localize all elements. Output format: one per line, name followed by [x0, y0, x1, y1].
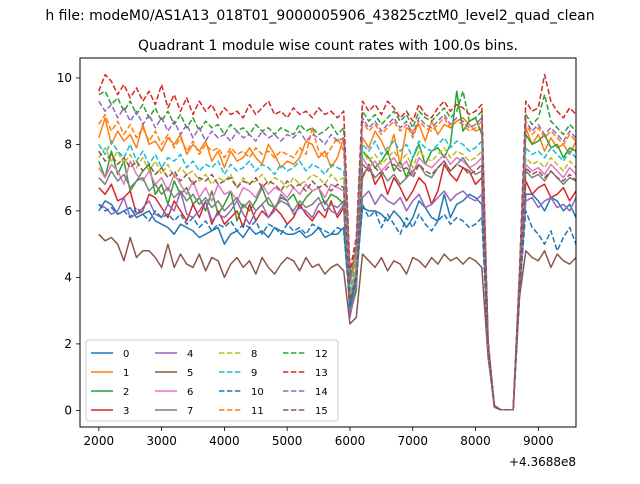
y-tick-label: 2 [64, 337, 72, 351]
series-line-3 [98, 163, 576, 411]
series-line-11 [98, 113, 576, 411]
legend-label-9: 9 [251, 368, 257, 379]
legend-label-10: 10 [251, 387, 264, 398]
legend-label-4: 4 [187, 349, 193, 360]
legend-label-0: 0 [123, 349, 129, 360]
x-tick-label: 4000 [209, 434, 240, 448]
x-offset-label: +4.3688e8 [509, 455, 576, 469]
x-tick-label: 9000 [523, 434, 554, 448]
legend-label-12: 12 [315, 349, 328, 360]
series-line-7 [98, 156, 576, 411]
legend-label-11: 11 [251, 406, 264, 417]
y-tick-label: 6 [64, 204, 72, 218]
legend-label-5: 5 [187, 368, 193, 379]
legend-label-8: 8 [251, 349, 257, 360]
x-tick-label: 7000 [397, 434, 428, 448]
x-tick-label: 8000 [460, 434, 491, 448]
legend-box [85, 339, 339, 422]
series-line-0 [98, 193, 576, 411]
legend-label-15: 15 [315, 406, 328, 417]
series-line-12 [98, 90, 576, 411]
legend-label-13: 13 [315, 368, 328, 379]
x-tick-label: 2000 [84, 434, 115, 448]
figure-suptitle: h file: modeM0/AS1A13_018T01_9000005906_… [45, 8, 594, 24]
x-axis: 2000 3000 4000 5000 6000 7000 8000 9000 [84, 427, 554, 448]
series-line-13 [98, 73, 576, 411]
y-axis: 0 2 4 6 8 10 [57, 71, 80, 417]
series-line-14 [98, 100, 576, 411]
series-line-5 [98, 233, 576, 411]
series-line-4 [98, 190, 576, 411]
series-line-10 [98, 203, 576, 411]
y-tick-label: 0 [64, 403, 72, 417]
series-line-15 [98, 150, 576, 411]
y-tick-label: 4 [64, 270, 72, 284]
legend-label-1: 1 [123, 368, 129, 379]
y-tick-label: 8 [64, 137, 72, 151]
series-line-1 [98, 117, 576, 411]
legend-label-14: 14 [315, 387, 328, 398]
legend-label-7: 7 [187, 406, 193, 417]
legend-label-2: 2 [123, 387, 129, 398]
x-tick-label: 5000 [272, 434, 303, 448]
plot-frame [79, 57, 577, 428]
legend-label-6: 6 [187, 387, 193, 398]
series-line-6 [98, 153, 576, 411]
x-tick-label: 6000 [335, 434, 366, 448]
series-line-8 [98, 147, 576, 411]
y-tick-label: 10 [57, 71, 72, 85]
plot-lines [98, 73, 576, 411]
series-line-9 [98, 137, 576, 411]
chart-title: Quadrant 1 module wise count rates with … [138, 38, 518, 54]
x-tick-label: 3000 [146, 434, 177, 448]
legend-label-3: 3 [123, 406, 129, 417]
